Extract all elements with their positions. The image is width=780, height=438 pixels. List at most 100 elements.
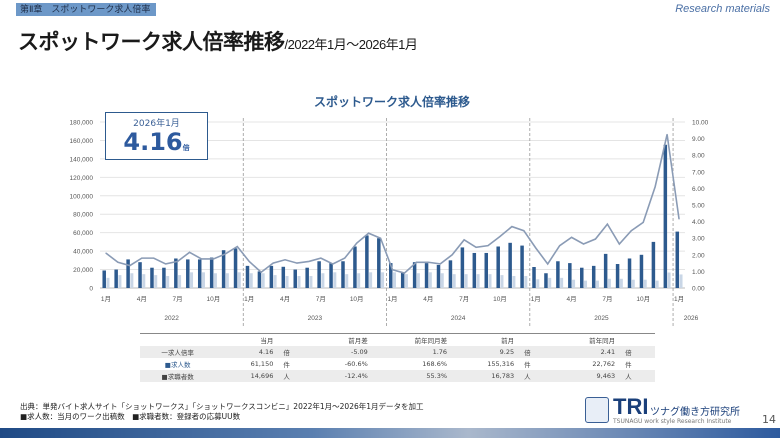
cell: 2.41 [553,345,620,358]
applicants-bar [201,272,205,288]
ratio-point [666,133,668,136]
year-label: 2024 [451,315,466,322]
ratio-point [427,261,429,263]
applicants-bar [572,279,576,288]
y-left-tick-label: 40,000 [73,249,93,256]
ratio-point [403,272,406,274]
ratio-point [308,260,310,263]
applicants-bar [106,277,110,288]
th-yoy: 前年同月差 [414,336,448,345]
jobs-bar [389,263,393,288]
applicants-bar [178,275,182,288]
applicants-bar [285,276,289,288]
ratio-point [260,271,262,273]
x-tick-label: 1月 [387,295,397,303]
jobs-bar [102,270,106,288]
cell: 155,316 [487,359,515,368]
kpi-box: 2026年1月 4.16倍 [105,112,208,160]
applicants-bar [536,279,540,288]
applicants-bar [393,272,396,288]
cell-unit: 人 [518,369,554,382]
jobs-bar [150,267,154,288]
chapter-label: 第Ⅱ章 スポットワーク求人倍率 [16,3,157,16]
x-tick-label: 1月 [244,295,254,303]
jobs-bar [317,261,321,288]
applicants-bar [166,276,170,288]
ratio-point [535,247,537,249]
applicants-bar [321,273,325,288]
applicants-bar [142,274,146,288]
logo: TRI ツナグ働き方研究所 TSUNAGU work style Researc… [585,394,755,425]
x-tick-label: 1月 [101,295,111,303]
jobs-bar [556,261,560,288]
applicants-bar [404,274,408,288]
ratio-point [463,239,465,241]
applicants-bar [118,275,122,288]
year-label: 2023 [308,315,323,322]
ratio-point [379,237,382,239]
kpi-value: 4.16倍 [106,129,207,161]
applicants-bar [512,276,516,288]
row-label: ■求職者数 [140,369,220,382]
ratio-point [487,245,489,247]
ratio-point [105,252,107,254]
applicants-bar [213,273,217,288]
jobs-bar [329,263,333,288]
jobs-bar [341,261,345,288]
jobs-bar [484,252,489,288]
ratio-point [606,223,608,225]
jobs-bar [257,271,262,288]
table-row: ■求職者数 14,696 人 -12.4% 55.3% 16,783 人 9,463 人 [140,369,655,382]
cell: -12.4% [313,369,372,382]
applicants-bar [643,279,647,288]
ratio-point [511,225,513,228]
x-tick-label: 1月 [531,295,541,303]
ratio-point [654,186,656,188]
ratio-point [678,218,680,220]
x-tick-label: 7月 [173,295,183,303]
applicants-bar [655,280,659,288]
jobs-bar [460,247,465,288]
summary-table: 当月 前月差 前年同月差 前月 前年同月 一求人倍率 4.16 倍 -5.09 1.… [140,333,655,382]
jobs-bar [412,262,417,288]
definition-note: ■求人数：当月のワーク出稿数 ■求職者数：登録者の応募UU数 [20,412,241,421]
x-tick-label: 10月 [207,295,221,303]
jobs-bar [520,245,524,288]
kpi-number: 4.16 [123,128,183,156]
ratio-point [284,259,286,261]
ratio-point [630,230,632,232]
ratio-point [141,257,143,259]
ratio-point [332,263,334,265]
title-main: スポットワーク求人倍率推移 [18,31,285,54]
row-label: 一求人倍率 [140,345,220,358]
jobs-bar [675,231,680,288]
cell: 9.25 [451,345,519,358]
cell: -5.09 [313,345,372,358]
cell: -60.6% [344,359,368,368]
jobs-bar [532,267,536,288]
y-right-tick-label: 4.00 [692,219,705,226]
cell-unit: 倍 [277,345,314,358]
y-left-tick-label: 0 [89,286,93,293]
ratio-point [248,260,250,263]
jobs-bar [126,259,130,288]
logo-en: TSUNAGU work style Research Institute [613,418,732,425]
ratio-point [594,238,597,240]
applicants-bar [667,272,671,288]
applicants-bar [524,276,528,288]
research-materials-label: Research materials [675,3,770,15]
logo-jp: ツナグ働き方研究所 [650,407,740,418]
x-tick-label: 4月 [280,295,290,303]
ratio-point [499,235,501,238]
jobs-bar [544,273,548,288]
jobs-bar [197,259,202,288]
jobs-bar [138,262,142,288]
y-right-tick-label: 1.00 [692,269,705,276]
jobs-bar [448,260,453,288]
y-left-tick-label: 80,000 [73,212,93,219]
ratio-point [344,257,346,259]
cell: 16,783 [451,369,519,382]
applicants-bar [679,274,683,288]
x-tick-label: 7月 [316,295,326,303]
jobs-bar [162,267,166,288]
